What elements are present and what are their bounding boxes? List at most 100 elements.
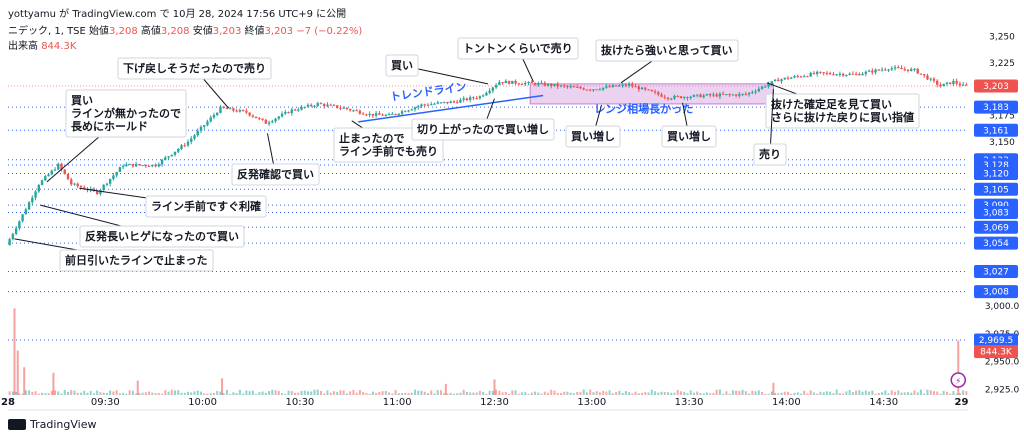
volume-bar bbox=[890, 390, 893, 395]
volume-bar bbox=[271, 389, 274, 395]
volume-bar bbox=[118, 393, 121, 395]
candle-body bbox=[186, 141, 190, 146]
candle-body bbox=[319, 103, 323, 105]
candle-body bbox=[267, 122, 271, 124]
volume-bar bbox=[741, 389, 744, 395]
volume-bar bbox=[722, 393, 725, 395]
volume-spike bbox=[136, 380, 139, 395]
candle-body bbox=[228, 108, 232, 110]
annotation-box[interactable] bbox=[565, 125, 621, 148]
publish-info: yottyamu が TradingView.com で 10月 28, 202… bbox=[8, 5, 346, 20]
candle-body bbox=[815, 71, 819, 74]
volume-bar bbox=[462, 389, 465, 395]
volume-bar bbox=[478, 390, 481, 395]
volume-bar bbox=[936, 391, 939, 395]
candle-body bbox=[433, 103, 436, 105]
candle-body bbox=[916, 68, 919, 74]
bolt-glyph: ⚡ bbox=[955, 377, 961, 387]
price-axis-badge bbox=[974, 100, 1018, 114]
trend-line[interactable] bbox=[358, 94, 544, 123]
volume-bar bbox=[297, 392, 300, 395]
volume-bar bbox=[913, 390, 916, 395]
bolt-icon[interactable] bbox=[950, 372, 967, 388]
volume-bar bbox=[929, 390, 932, 395]
candle-body bbox=[627, 84, 631, 86]
volume-bar bbox=[881, 392, 884, 395]
annotation-box[interactable] bbox=[595, 39, 739, 62]
time-tick-label: 09:30 bbox=[91, 397, 120, 408]
volume-bar bbox=[407, 393, 410, 395]
volume-bar bbox=[24, 390, 27, 395]
candle-body bbox=[832, 74, 835, 76]
range-box[interactable] bbox=[529, 83, 774, 105]
volume-bar bbox=[41, 392, 44, 395]
annotation-box[interactable] bbox=[765, 93, 920, 129]
candle-body bbox=[92, 188, 96, 191]
volume-bar bbox=[339, 390, 342, 395]
volume-bar bbox=[112, 391, 115, 395]
volume-bar bbox=[8, 391, 11, 395]
annotation-box[interactable] bbox=[59, 249, 214, 272]
candle-body bbox=[588, 89, 592, 91]
annotation-box[interactable] bbox=[457, 37, 579, 60]
candle-body bbox=[845, 74, 848, 76]
annotation-text: 反発長いヒゲになったので買い bbox=[85, 229, 239, 243]
candle-body bbox=[131, 164, 135, 167]
volume-bar bbox=[329, 392, 332, 395]
candle-body bbox=[417, 106, 420, 108]
volume-bar bbox=[397, 393, 400, 395]
volume-spike bbox=[52, 372, 55, 395]
candle-body bbox=[261, 118, 264, 120]
candle-body bbox=[543, 82, 546, 86]
candle-body bbox=[520, 84, 524, 86]
candle-body bbox=[180, 145, 183, 150]
volume-bar bbox=[21, 393, 24, 395]
annotation-box[interactable] bbox=[231, 163, 320, 186]
candle-body bbox=[563, 85, 566, 87]
candle-body bbox=[738, 93, 741, 96]
volume-bar bbox=[637, 393, 640, 395]
volume-bar bbox=[621, 392, 624, 395]
price-axis-badge bbox=[974, 285, 1018, 299]
price-axis-badge bbox=[974, 166, 1018, 180]
candle-body bbox=[773, 79, 777, 82]
candle-body bbox=[125, 164, 128, 167]
volume-bar bbox=[838, 393, 841, 395]
candle-body bbox=[867, 70, 871, 72]
annotation-box[interactable] bbox=[411, 118, 555, 141]
volume-bar bbox=[809, 390, 812, 395]
candle-body bbox=[582, 88, 585, 90]
annotation-box[interactable] bbox=[385, 54, 419, 77]
volume-bar bbox=[799, 393, 802, 395]
volume-bar bbox=[563, 391, 566, 395]
volume-bar bbox=[787, 391, 789, 395]
annotation-box[interactable] bbox=[65, 89, 187, 138]
candle-body bbox=[472, 97, 475, 99]
annotation-box[interactable] bbox=[79, 225, 245, 248]
candle-body bbox=[99, 189, 102, 194]
volume-bar bbox=[945, 391, 948, 395]
annotation-box[interactable] bbox=[661, 125, 717, 148]
volume-bar bbox=[735, 390, 738, 395]
volume-bar bbox=[235, 393, 238, 395]
candle-body bbox=[614, 85, 618, 87]
symbol-label[interactable]: ニデック, 1, TSE bbox=[8, 26, 86, 37]
candle-body bbox=[108, 178, 112, 184]
annotation-box[interactable] bbox=[145, 195, 267, 218]
candle-body bbox=[942, 83, 945, 87]
candle-body bbox=[365, 114, 368, 116]
candle-body bbox=[235, 110, 238, 112]
candle-body bbox=[345, 107, 349, 110]
candle-body bbox=[147, 165, 151, 167]
volume-bar bbox=[725, 391, 728, 395]
annotation-box[interactable] bbox=[117, 57, 272, 80]
volume-bar bbox=[115, 390, 118, 395]
candle-body bbox=[219, 106, 222, 113]
volume-bar bbox=[624, 391, 627, 395]
annotation-box[interactable] bbox=[753, 143, 787, 166]
candle-body bbox=[575, 86, 579, 88]
price-tick-label: 3,150 bbox=[989, 138, 1015, 148]
volume-label: 出来高 bbox=[8, 41, 38, 52]
